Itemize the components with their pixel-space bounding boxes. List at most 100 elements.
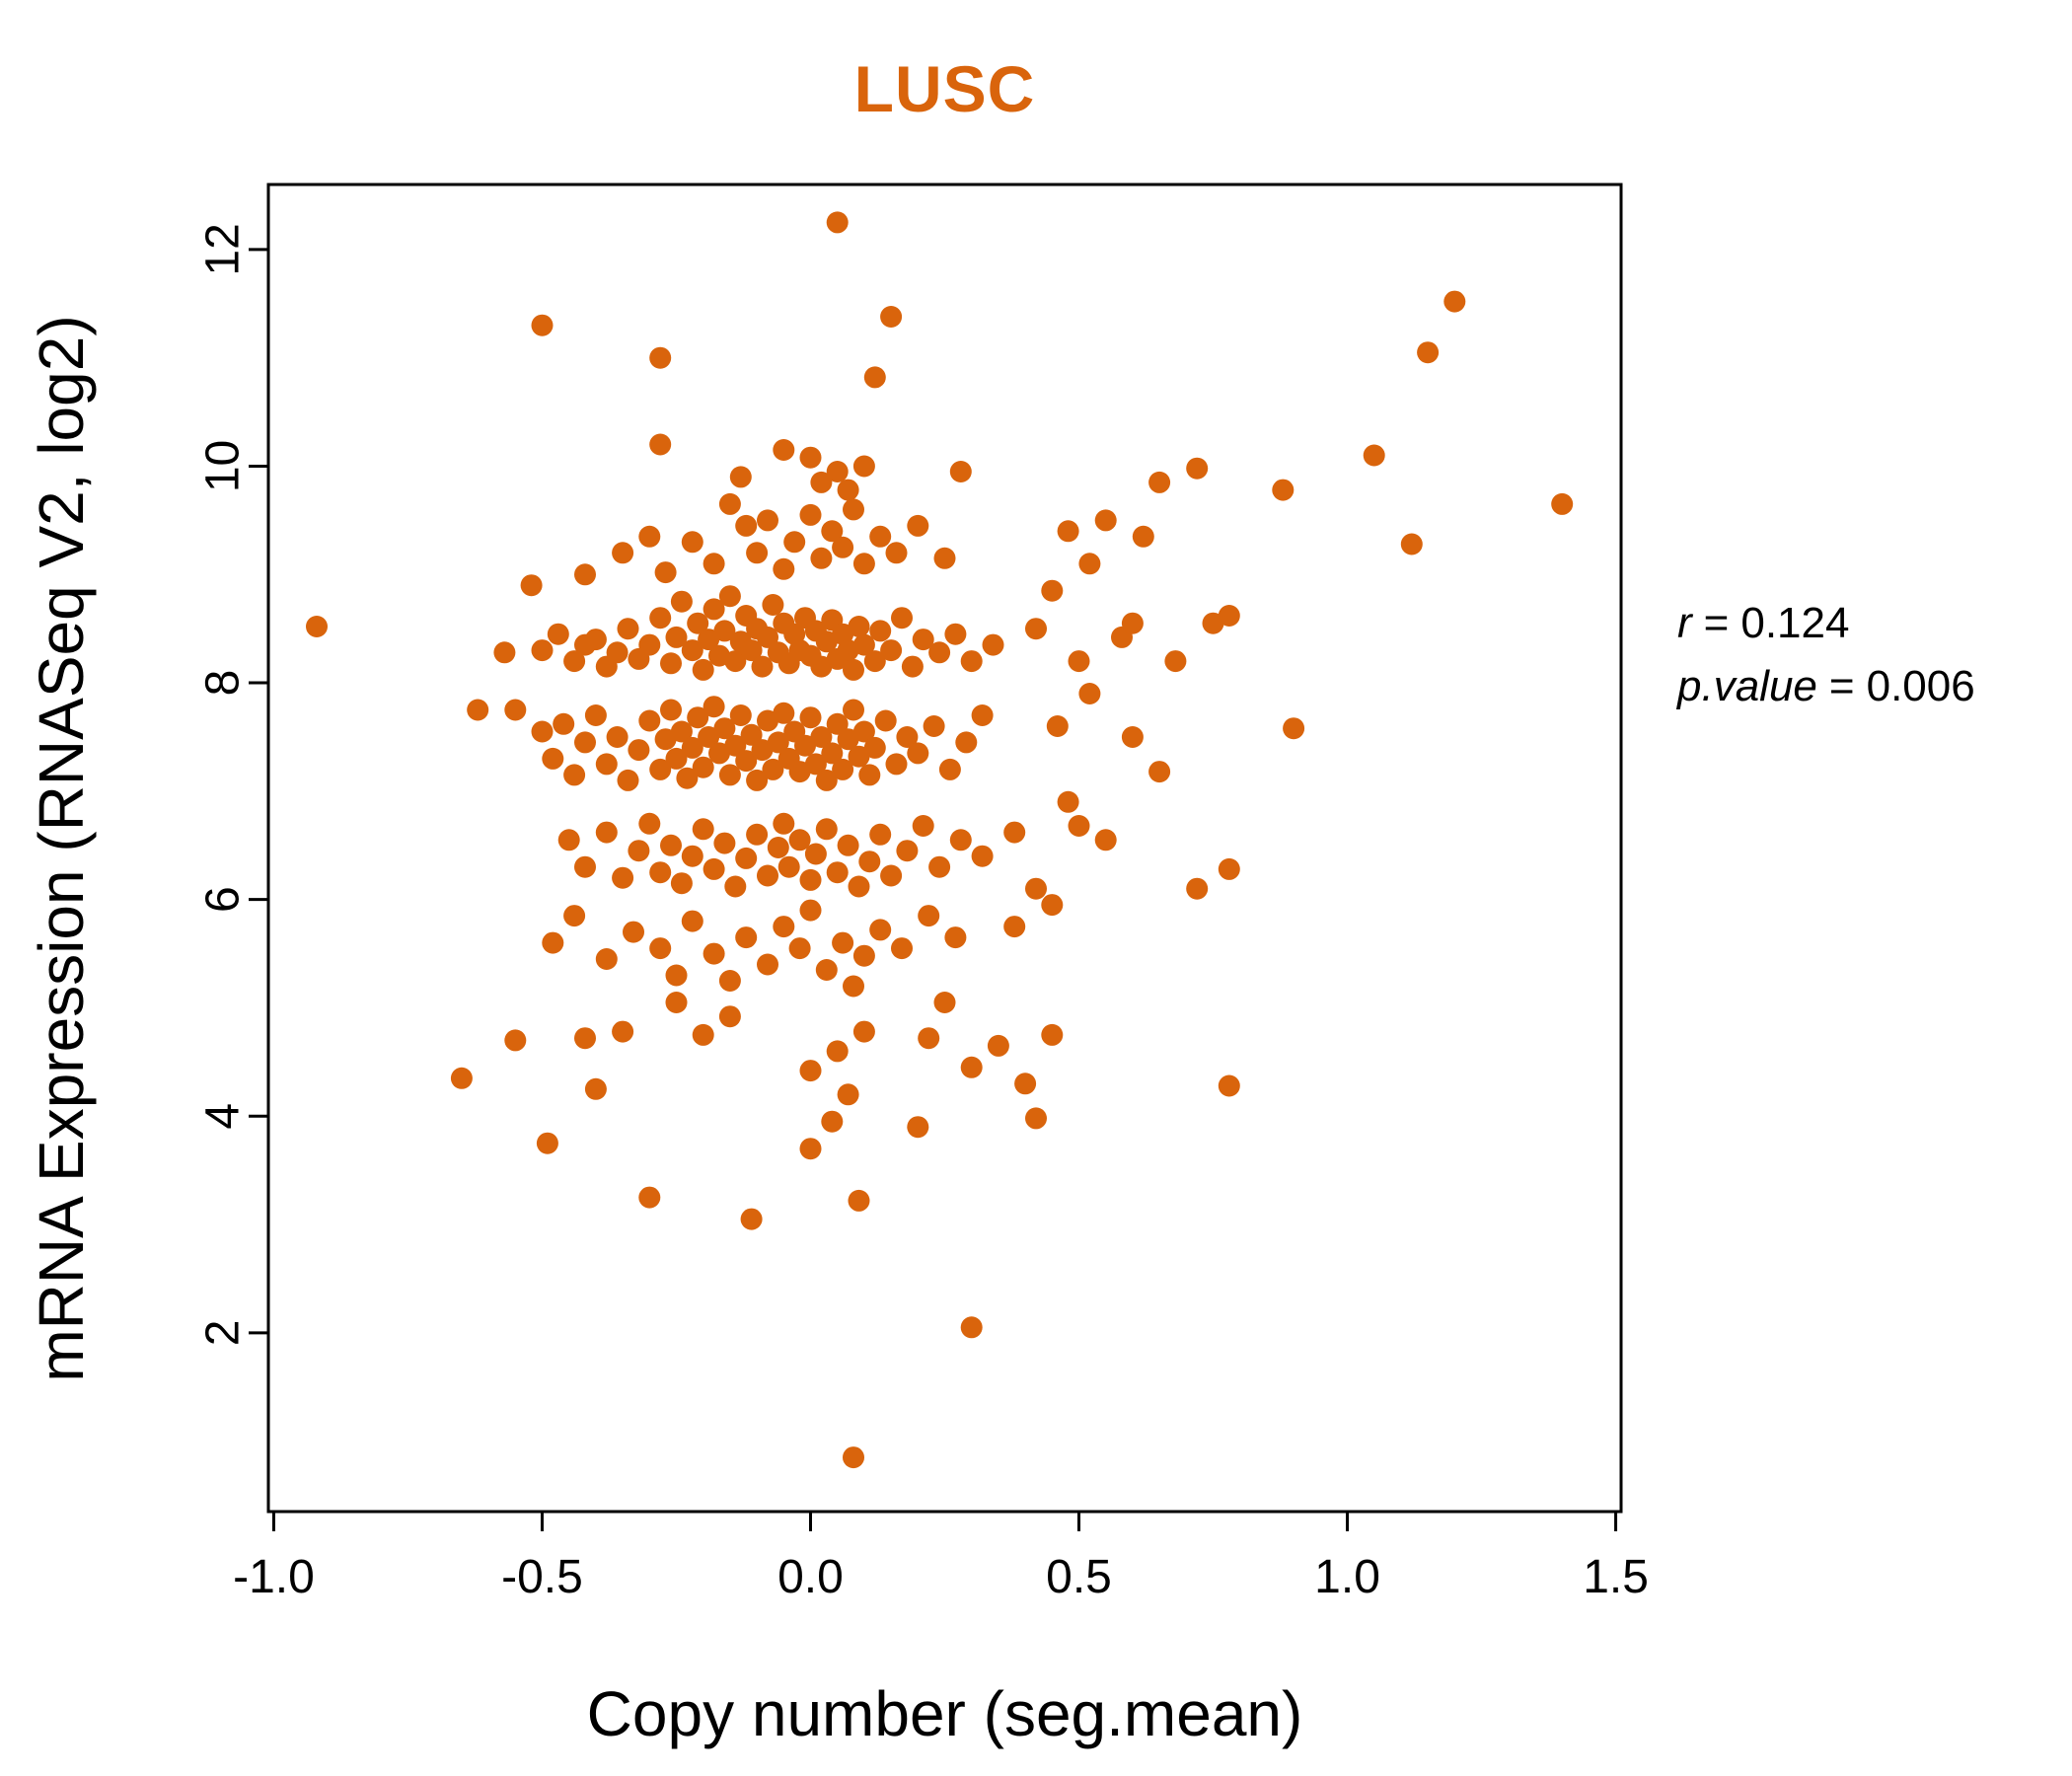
- data-point: [960, 1056, 983, 1078]
- data-point: [821, 1110, 844, 1133]
- data-point: [638, 633, 661, 656]
- data-point: [852, 553, 875, 575]
- data-point: [783, 531, 806, 554]
- data-point: [767, 837, 789, 858]
- data-point: [1363, 444, 1385, 467]
- data-point: [933, 992, 956, 1013]
- data-point: [1283, 717, 1305, 740]
- x-tick-label: -0.5: [501, 1551, 583, 1603]
- r-equals-sign: =: [1703, 599, 1730, 647]
- data-point: [773, 812, 795, 835]
- data-point: [799, 868, 822, 891]
- data-point: [1094, 509, 1117, 532]
- data-point: [1003, 821, 1026, 844]
- data-point: [837, 834, 859, 856]
- data-point: [703, 857, 725, 880]
- data-point: [1025, 877, 1047, 900]
- data-point: [821, 520, 844, 543]
- data-point: [595, 821, 618, 844]
- data-point: [869, 620, 892, 642]
- data-point: [923, 715, 945, 737]
- plot-frame: [266, 183, 1623, 1514]
- data-point: [306, 616, 328, 637]
- data-point: [804, 843, 827, 865]
- data-point: [826, 712, 849, 735]
- data-point: [649, 758, 672, 780]
- data-point: [912, 815, 934, 837]
- data-point: [504, 699, 527, 721]
- data-point: [665, 964, 688, 987]
- data-point: [891, 607, 913, 629]
- data-point: [724, 650, 747, 673]
- data-point: [773, 439, 795, 461]
- x-tick-label: 1.0: [1314, 1551, 1380, 1603]
- data-point: [987, 1034, 1009, 1057]
- data-point: [665, 626, 688, 648]
- data-point: [692, 756, 714, 778]
- data-point: [735, 847, 758, 869]
- data-point: [584, 704, 607, 726]
- data-point: [574, 731, 596, 754]
- data-point: [595, 753, 618, 776]
- data-point: [1003, 916, 1026, 938]
- data-point: [1025, 1107, 1047, 1130]
- data-point: [837, 479, 859, 501]
- data-point: [944, 926, 967, 949]
- data-point: [928, 641, 951, 664]
- data-point: [799, 1138, 822, 1160]
- data-point: [740, 723, 763, 746]
- data-point: [751, 739, 774, 762]
- data-point: [708, 742, 730, 765]
- data-point: [718, 1005, 741, 1028]
- data-point: [1078, 553, 1101, 575]
- data-point: [724, 875, 747, 898]
- data-point: [777, 855, 800, 878]
- p-value: 0.006: [1866, 661, 1975, 710]
- data-point: [1041, 1023, 1064, 1046]
- p-equals-sign: =: [1828, 661, 1855, 710]
- data-point: [660, 834, 682, 856]
- data-point: [848, 745, 870, 768]
- data-point: [843, 658, 864, 681]
- y-tick-label: 12: [197, 223, 250, 275]
- data-point: [826, 461, 849, 482]
- data-point: [949, 829, 972, 851]
- data-point: [713, 832, 736, 854]
- data-point: [1057, 520, 1079, 543]
- data-point: [852, 633, 875, 656]
- data-point: [799, 503, 822, 526]
- data-point: [638, 525, 661, 548]
- data-point: [1041, 894, 1064, 917]
- data-point: [1202, 612, 1224, 634]
- data-point: [617, 769, 639, 791]
- data-point: [832, 758, 854, 780]
- data-point: [848, 616, 870, 637]
- data-point: [852, 1020, 875, 1043]
- data-point: [773, 557, 795, 580]
- data-point: [450, 1067, 473, 1089]
- x-tick-label: 1.5: [1583, 1551, 1649, 1603]
- data-point: [735, 926, 758, 949]
- data-point: [1068, 815, 1090, 837]
- data-point: [960, 1316, 983, 1339]
- data-point: [718, 764, 741, 786]
- data-point: [638, 709, 661, 732]
- r-value-line: r = 0.124: [1677, 592, 1975, 655]
- data-point: [815, 769, 838, 791]
- data-point: [660, 699, 682, 721]
- data-point: [901, 655, 924, 678]
- data-point: [692, 658, 714, 681]
- x-tick-label: 0.5: [1046, 1551, 1112, 1603]
- data-point: [1148, 471, 1171, 493]
- data-point: [692, 818, 714, 841]
- data-point: [649, 433, 672, 456]
- data-point: [1218, 857, 1240, 880]
- data-point: [885, 542, 908, 564]
- data-point: [949, 461, 972, 482]
- data-point: [638, 1186, 661, 1209]
- data-point: [751, 655, 774, 678]
- data-point: [757, 864, 778, 887]
- data-point: [547, 623, 569, 645]
- data-point: [869, 823, 892, 846]
- r-label: r: [1677, 599, 1692, 647]
